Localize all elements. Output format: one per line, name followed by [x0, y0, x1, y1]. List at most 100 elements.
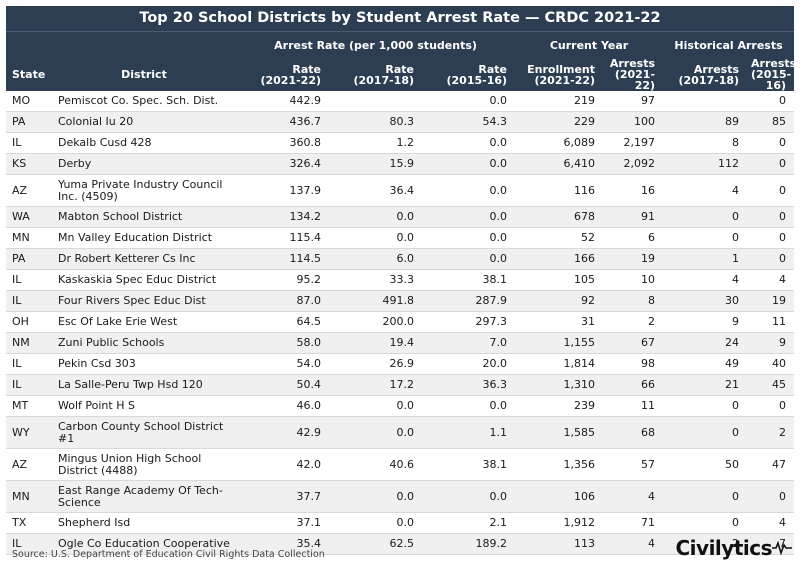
- column-group-row: Arrest Rate (per 1,000 students) Current…: [6, 31, 795, 58]
- value-cell: 105: [515, 269, 604, 291]
- value-cell: 89: [663, 111, 748, 133]
- value-cell: 21: [663, 374, 748, 396]
- value-cell: 239: [515, 395, 604, 417]
- value-cell: 0: [663, 395, 748, 417]
- value-cell: 98: [603, 353, 664, 375]
- value-cell: 49: [663, 353, 748, 375]
- table-row: OH Esc Of Lake Erie West 64.5 200.0 297.3 31 2…: [6, 311, 795, 333]
- state-cell: OH: [6, 311, 52, 333]
- state-cell: IL: [6, 269, 52, 291]
- state-cell: MT: [6, 395, 52, 417]
- table-row: WA Mabton School District 134.2 0.0 0.0 678 91…: [6, 206, 795, 228]
- value-cell: 6,089: [515, 132, 604, 154]
- value-cell: 17.2: [329, 374, 422, 396]
- value-cell: 4: [663, 174, 748, 207]
- state-cell: IL: [6, 290, 52, 312]
- value-cell: 42.9: [236, 416, 329, 449]
- chart-title: Top 20 School Districts by Student Arres…: [6, 6, 794, 31]
- value-cell: 0.0: [422, 480, 516, 513]
- column-header-sublabel: (2021-22): [534, 73, 596, 87]
- column-header-sublabel: (2021-22): [614, 68, 656, 92]
- column-header-arrests-2015-16: Arrests (2015-16): [747, 57, 797, 92]
- value-cell: 2.1: [422, 512, 516, 534]
- group-header-historical: Historical Arrests: [663, 31, 795, 58]
- value-cell: 35.4: [236, 533, 329, 555]
- value-cell: 58.0: [236, 332, 329, 354]
- table-row: TX Shepherd Isd 37.1 0.0 2.1 1,912 71 0 4: [6, 512, 795, 534]
- column-header-sublabel: (2017-18): [353, 73, 414, 87]
- value-cell: 0.0: [422, 395, 516, 417]
- value-cell: 134.2: [236, 206, 329, 228]
- value-cell: 7.0: [422, 332, 516, 354]
- value-cell: 46.0: [236, 395, 329, 417]
- state-cell: TX: [6, 512, 52, 534]
- value-cell: 15.9: [329, 153, 422, 175]
- value-cell: 37.7: [236, 480, 329, 513]
- value-cell: 0.0: [422, 248, 516, 270]
- value-cell: 115.4: [236, 227, 329, 249]
- value-cell: 112: [663, 153, 748, 175]
- value-cell: 0.0: [422, 132, 516, 154]
- value-cell: 0.0: [329, 416, 422, 449]
- table-row: IL La Salle-Peru Twp Hsd 120 50.4 17.2 36.3 1…: [6, 374, 795, 396]
- value-cell: 11: [603, 395, 664, 417]
- value-cell: 0.0: [422, 227, 516, 249]
- value-cell: 95.2: [236, 269, 329, 291]
- value-cell: 116: [515, 174, 604, 207]
- value-cell: 45: [747, 374, 795, 396]
- value-cell: 0: [663, 480, 748, 513]
- column-header-sublabel: (2021-22): [260, 73, 321, 87]
- column-header-label: Rate: [385, 62, 414, 76]
- value-cell: 37.1: [236, 512, 329, 534]
- district-cell: Mn Valley Education District: [52, 227, 236, 249]
- table-row: IL Ogle Co Education Cooperative 35.4 62.5 1…: [6, 533, 795, 555]
- logo-text: Civilytics: [675, 536, 773, 560]
- state-cell: MN: [6, 480, 52, 513]
- value-cell: 54.0: [236, 353, 329, 375]
- column-header-label: Arrests: [751, 57, 797, 70]
- district-cell: Mabton School District: [52, 206, 236, 228]
- state-cell: KS: [6, 153, 52, 175]
- value-cell: 360.8: [236, 132, 329, 154]
- value-cell: 6,410: [515, 153, 604, 175]
- value-cell: 114.5: [236, 248, 329, 270]
- value-cell: 287.9: [422, 290, 516, 312]
- value-cell: 137.9: [236, 174, 329, 207]
- value-cell: 2: [747, 416, 795, 449]
- column-header-rate-2015-16: Rate (2015-16): [422, 58, 516, 91]
- value-cell: 4: [603, 533, 664, 555]
- district-cell: Pekin Csd 303: [52, 353, 236, 375]
- value-cell: 0: [663, 416, 748, 449]
- value-cell: 0.0: [329, 480, 422, 513]
- value-cell: 113: [515, 533, 604, 555]
- value-cell: 26.9: [329, 353, 422, 375]
- district-cell: Pemiscot Co. Spec. Sch. Dist.: [52, 91, 236, 112]
- value-cell: 0.0: [422, 153, 516, 175]
- value-cell: 0.0: [329, 206, 422, 228]
- state-cell: AZ: [6, 174, 52, 207]
- value-cell: 0.0: [422, 174, 516, 207]
- district-cell: Carbon County School District #1: [52, 416, 236, 449]
- value-cell: 0: [747, 227, 795, 249]
- value-cell: 38.1: [422, 448, 516, 481]
- value-cell: 50: [663, 448, 748, 481]
- table-row: AZ Yuma Private Industry Council Inc. (45…: [6, 174, 795, 207]
- value-cell: [663, 91, 748, 112]
- value-cell: 436.7: [236, 111, 329, 133]
- value-cell: 4: [747, 512, 795, 534]
- column-header-sublabel: (2017-18): [678, 73, 740, 87]
- value-cell: 0: [663, 206, 748, 228]
- column-header-arrests-2021-22: Arrests (2021-22): [603, 58, 664, 92]
- value-cell: 2: [603, 311, 664, 333]
- value-cell: 40: [747, 353, 795, 375]
- state-cell: MO: [6, 91, 52, 112]
- value-cell: 0: [747, 480, 795, 513]
- value-cell: 0: [747, 248, 795, 270]
- brand-logo: Civilytics: [675, 536, 792, 560]
- column-header-rate-2017-18: Rate (2017-18): [329, 58, 422, 91]
- data-table: Arrest Rate (per 1,000 students) Current…: [6, 31, 797, 555]
- table-body: MO Pemiscot Co. Spec. Sch. Dist. 442.9 0.0 2…: [6, 91, 795, 555]
- column-header-sublabel: (2015-16): [751, 68, 792, 92]
- state-cell: WY: [6, 416, 52, 449]
